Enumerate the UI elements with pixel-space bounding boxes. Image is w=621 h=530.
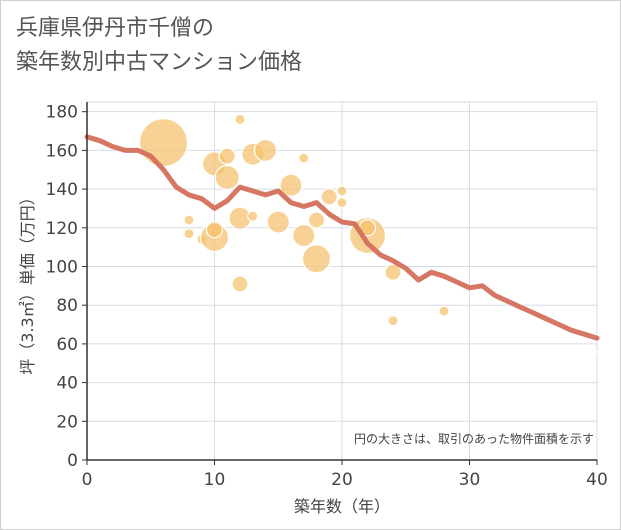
chart-title-line-2: 築年数別中古マンション価格	[16, 50, 303, 75]
tick-labels: 0 10 20 30 40 0 20 40 60 80 100 120 140 160 180	[46, 103, 608, 490]
x-tick-label: 30	[459, 470, 481, 490]
y-tick-label: 120	[46, 219, 78, 239]
trend-line-group	[84, 134, 600, 341]
y-tick-label: 0	[67, 451, 78, 471]
y-tick-label: 100	[46, 257, 78, 277]
y-tick-label: 160	[46, 141, 78, 161]
bubble-point	[438, 305, 450, 317]
x-tick-label: 40	[586, 470, 608, 490]
bubble-point	[231, 275, 249, 293]
bubble-point	[183, 214, 195, 226]
bubble-point	[247, 210, 259, 222]
bubble-point	[384, 263, 402, 281]
x-axis-title: 築年数（年）	[294, 497, 390, 516]
bubble-point	[279, 173, 303, 197]
y-tick-label: 140	[46, 180, 78, 200]
y-axis-title: 坪（3.3㎡）単価（万円）	[18, 189, 37, 374]
bubble-point	[336, 185, 348, 197]
x-tick-label: 20	[331, 470, 353, 490]
axes	[82, 102, 598, 465]
bubble-point	[298, 152, 310, 164]
bubble-point	[183, 227, 195, 240]
bubble-point	[218, 147, 236, 165]
y-tick-label: 60	[56, 335, 78, 355]
bubble-point	[336, 197, 348, 209]
y-tick-label: 40	[56, 374, 78, 394]
bubbles	[138, 113, 599, 354]
y-tick-label: 180	[46, 103, 78, 123]
chart-title: 兵庫県伊丹市千僧の 築年数別中古マンション価格	[16, 12, 302, 80]
trend-line	[84, 134, 600, 341]
bubble-point	[307, 211, 326, 229]
chart-title-line-1: 兵庫県伊丹市千僧の	[16, 16, 215, 41]
y-tick-label: 80	[56, 296, 78, 316]
bubble-point	[455, 290, 459, 294]
bubble-point	[138, 118, 189, 168]
bubble-point	[234, 113, 246, 126]
y-tick-label: 20	[56, 412, 78, 432]
bubble-point	[214, 164, 240, 191]
bubble-point	[205, 221, 224, 239]
bubble-point	[320, 188, 338, 206]
bubble-point	[266, 210, 290, 234]
bubble-point	[253, 138, 278, 162]
bubble-point	[301, 244, 332, 274]
x-tick-label: 10	[204, 470, 226, 490]
bubble-point	[292, 223, 316, 248]
bubble-point	[595, 350, 599, 354]
bubble-point	[387, 315, 399, 327]
x-tick-label: 0	[82, 470, 93, 490]
bubble-size-note: 円の大きさは、取引のあった物件面積を示す	[354, 431, 594, 446]
